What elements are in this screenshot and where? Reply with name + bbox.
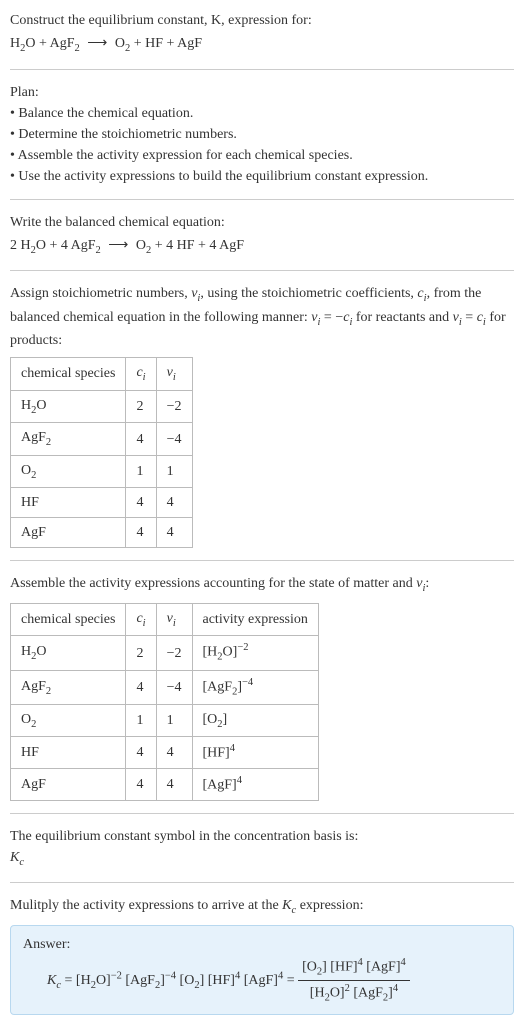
cell-ci: 4 xyxy=(126,518,156,548)
cell-vi: −2 xyxy=(156,390,192,423)
prompt-text-1: Construct the equilibrium constant, K, e… xyxy=(10,13,312,28)
plan-title: Plan: xyxy=(10,82,514,103)
stoich-table: chemical species ci νi H2O2−2 AgF24−4 O2… xyxy=(10,357,193,548)
col-ci: ci xyxy=(126,358,156,391)
plan-item-text: Use the activity expressions to build th… xyxy=(18,169,428,184)
table-row: AgF44 xyxy=(11,518,193,548)
plan-list: • Balance the chemical equation. • Deter… xyxy=(10,103,514,187)
cell-species: H2O xyxy=(11,390,126,423)
divider xyxy=(10,69,514,70)
plan-item: • Determine the stoichiometric numbers. xyxy=(10,124,514,145)
cell-vi: −4 xyxy=(156,670,192,704)
col-species: chemical species xyxy=(11,358,126,391)
table-row: HF44[HF]4 xyxy=(11,737,319,769)
table-row: H2O2−2[H2O]−2 xyxy=(11,636,319,670)
cell-species: O2 xyxy=(11,704,126,737)
balanced-equation: 2 H2O + 4 AgF2 ⟶ O2 + 4 HF + 4 AgF xyxy=(10,235,514,259)
answer-expression: Kc = [H2O]−2 [AgF2]−4 [O2] [HF]4 [AgF]4 … xyxy=(23,955,501,1006)
cell-ci: 4 xyxy=(126,670,156,704)
cell-activity: [AgF]4 xyxy=(192,769,318,801)
cell-species: H2O xyxy=(11,636,126,670)
divider xyxy=(10,813,514,814)
cell-ci: 4 xyxy=(126,423,156,456)
prompt-line: Construct the equilibrium constant, K, e… xyxy=(10,10,514,31)
cell-species: AgF xyxy=(11,518,126,548)
answer-lhs: Kc = [H2O]−2 [AgF2]−4 [O2] [HF]4 [AgF]4 … xyxy=(47,973,298,988)
cell-species: O2 xyxy=(11,455,126,488)
cell-activity: [O2] xyxy=(192,704,318,737)
table-row: HF44 xyxy=(11,488,193,518)
cell-vi: −2 xyxy=(156,636,192,670)
divider xyxy=(10,560,514,561)
plan-item: • Assemble the activity expression for e… xyxy=(10,145,514,166)
col-vi: νi xyxy=(156,603,192,636)
cell-ci: 4 xyxy=(126,769,156,801)
table-row: O211[O2] xyxy=(11,704,319,737)
cell-species: HF xyxy=(11,488,126,518)
multiply-intro: Mulitply the activity expressions to arr… xyxy=(10,895,514,919)
plan-item: • Balance the chemical equation. xyxy=(10,103,514,124)
cell-vi: 4 xyxy=(156,518,192,548)
cell-vi: −4 xyxy=(156,423,192,456)
plan-item: • Use the activity expressions to build … xyxy=(10,166,514,187)
cell-activity: [HF]4 xyxy=(192,737,318,769)
table-row: AgF24−4 xyxy=(11,423,193,456)
cell-species: HF xyxy=(11,737,126,769)
divider xyxy=(10,199,514,200)
cell-activity: [AgF2]−4 xyxy=(192,670,318,704)
answer-box: Answer: Kc = [H2O]−2 [AgF2]−4 [O2] [HF]4… xyxy=(10,925,514,1015)
col-vi: νi xyxy=(156,358,192,391)
symbol-line: The equilibrium constant symbol in the c… xyxy=(10,826,514,847)
fraction-denominator: [H2O]2 [AgF2]4 xyxy=(298,981,410,1006)
cell-species: AgF2 xyxy=(11,423,126,456)
cell-ci: 2 xyxy=(126,636,156,670)
col-activity: activity expression xyxy=(192,603,318,636)
cell-species: AgF2 xyxy=(11,670,126,704)
cell-vi: 4 xyxy=(156,737,192,769)
answer-fraction: [O2] [HF]4 [AgF]4[H2O]2 [AgF2]4 xyxy=(298,955,410,1006)
table-row: AgF44[AgF]4 xyxy=(11,769,319,801)
activity-table: chemical species ci νi activity expressi… xyxy=(10,603,319,801)
col-ci: ci xyxy=(126,603,156,636)
fraction-numerator: [O2] [HF]4 [AgF]4 xyxy=(298,955,410,981)
cell-ci: 4 xyxy=(126,488,156,518)
cell-activity: [H2O]−2 xyxy=(192,636,318,670)
plan-item-text: Determine the stoichiometric numbers. xyxy=(18,127,237,142)
divider xyxy=(10,882,514,883)
stoich-intro: Assign stoichiometric numbers, νi, using… xyxy=(10,283,514,351)
cell-species: AgF xyxy=(11,769,126,801)
cell-vi: 4 xyxy=(156,769,192,801)
balanced-title: Write the balanced chemical equation: xyxy=(10,212,514,233)
activity-intro: Assemble the activity expressions accoun… xyxy=(10,573,514,597)
table-row: O211 xyxy=(11,455,193,488)
table-header-row: chemical species ci νi activity expressi… xyxy=(11,603,319,636)
cell-ci: 1 xyxy=(126,455,156,488)
table-row: H2O2−2 xyxy=(11,390,193,423)
cell-vi: 1 xyxy=(156,704,192,737)
cell-vi: 4 xyxy=(156,488,192,518)
kc-symbol: Kc xyxy=(10,847,514,871)
col-species: chemical species xyxy=(11,603,126,636)
table-row: AgF24−4[AgF2]−4 xyxy=(11,670,319,704)
plan-item-text: Balance the chemical equation. xyxy=(18,106,193,121)
cell-ci: 1 xyxy=(126,704,156,737)
plan-item-text: Assemble the activity expression for eac… xyxy=(18,148,353,163)
cell-ci: 4 xyxy=(126,737,156,769)
answer-label: Answer: xyxy=(23,934,501,955)
divider xyxy=(10,270,514,271)
cell-vi: 1 xyxy=(156,455,192,488)
table-header-row: chemical species ci νi xyxy=(11,358,193,391)
unbalanced-equation: H2O + AgF2 ⟶ O2 + HF + AgF xyxy=(10,33,514,57)
cell-ci: 2 xyxy=(126,390,156,423)
